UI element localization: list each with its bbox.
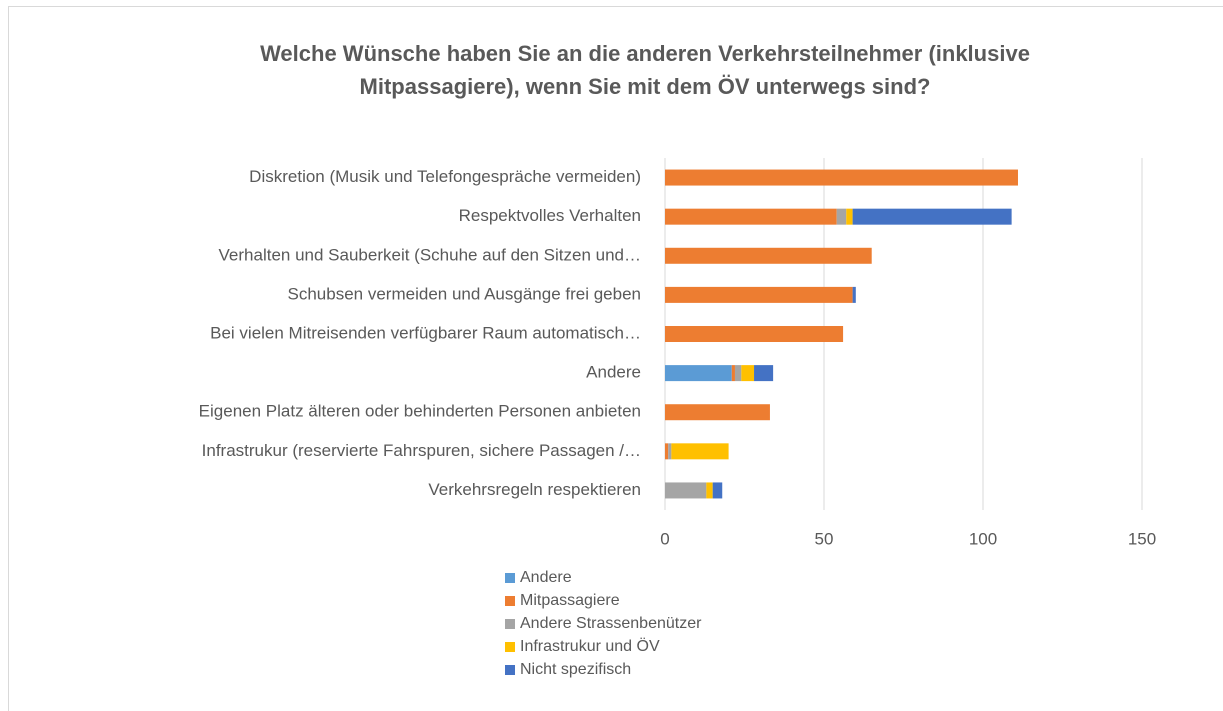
bar-segment: [665, 443, 669, 460]
legend-label: Infrastrukur und ÖV: [520, 637, 660, 655]
bar-segment: [731, 365, 735, 382]
bar-segment: [754, 365, 774, 382]
x-tick-label: 50: [815, 529, 834, 548]
bar-segment: [741, 365, 755, 382]
y-tick-label: Infrastrukur (reservierte Fahrspuren, si…: [202, 441, 641, 460]
legend-swatch: [505, 619, 515, 629]
bar-segment: [846, 208, 853, 225]
bar-segment: [712, 482, 723, 499]
bar-segment: [665, 326, 844, 342]
chart-title: Mitpassagiere), wenn Sie mit dem ÖV unte…: [360, 74, 931, 99]
bar-segment: [665, 286, 853, 303]
legend-swatch: [505, 596, 515, 606]
bar-segment: [852, 286, 856, 303]
bar-segment: [852, 208, 1012, 225]
y-tick-label: Verkehrsregeln respektieren: [428, 480, 641, 499]
y-tick-label: Schubsen vermeiden und Ausgänge frei geb…: [288, 284, 641, 303]
legend-swatch: [505, 642, 515, 652]
y-tick-label: Andere: [586, 363, 641, 382]
y-tick-label: Respektvolles Verhalten: [459, 206, 641, 225]
bar-segment: [734, 365, 742, 382]
legend-swatch: [505, 573, 515, 583]
bar-segment: [665, 365, 732, 382]
legend-label: Nicht spezifisch: [520, 661, 631, 678]
x-tick-label: 0: [660, 529, 669, 548]
bar-segment: [668, 443, 672, 460]
chart-border: [8, 6, 1223, 711]
bar-segment: [706, 482, 713, 499]
bar-segment: [836, 208, 847, 225]
legend-label: Mitpassagiere: [520, 592, 620, 609]
y-tick-label: Eigenen Platz älteren oder behinderten P…: [199, 402, 641, 421]
bar-segment: [665, 169, 1018, 186]
x-tick-label: 100: [969, 529, 997, 548]
bar-segment: [665, 247, 872, 264]
bar-segment: [665, 404, 770, 421]
y-tick-label: Bei vielen Mitreisenden verfügbarer Raum…: [210, 323, 641, 342]
legend-label: Andere: [520, 569, 572, 586]
chart-title: Welche Wünsche haben Sie an die anderen …: [260, 41, 1030, 66]
y-tick-label: Verhalten und Sauberkeit (Schuhe auf den…: [219, 245, 641, 264]
bar-segment: [671, 443, 729, 460]
bar-segment: [665, 208, 837, 225]
y-tick-label: Diskretion (Musik und Telefongespräche v…: [249, 167, 641, 186]
bar-segment: [665, 482, 707, 499]
x-tick-label: 150: [1128, 529, 1156, 548]
legend-label: Andere Strassenbenützer: [520, 615, 702, 632]
legend-swatch: [505, 665, 515, 675]
